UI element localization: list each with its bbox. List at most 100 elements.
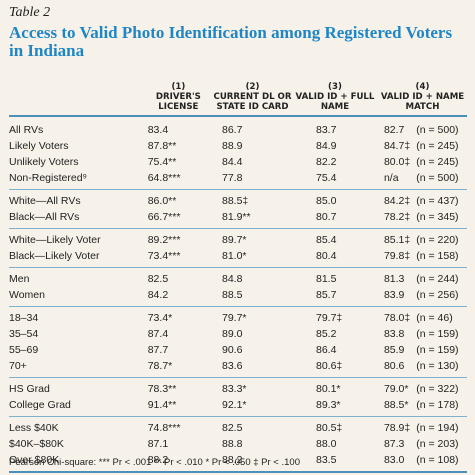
cell: 84.2 [147,289,169,301]
cell: 83.4 [147,124,169,136]
data-table: (1) DRIVER'S LICENSE (2) CURRENT DL OR STATE… [9,82,467,473]
header-line: VALID ID + FULL NAME [295,92,375,112]
table-row: 55–69 87.7 90.6 86.4 85.9 (n = 159) [9,342,467,358]
cell: 92.1* [222,399,247,411]
row-label: Black—Likely Voter [9,250,100,262]
cell: 88.2 [143,452,213,473]
cell: 83.7 [316,124,337,136]
cell: 85.0 [292,189,378,209]
cell: 78.7* [147,360,173,372]
cell: 81.3 [377,267,411,287]
cell: n/a [383,172,399,184]
cell: 80.7 [316,211,337,223]
cell: 83.9 [383,289,405,301]
cell: 89.7* [213,228,292,248]
cell: 82.5 [213,416,292,436]
row-label: Less $40K [9,416,144,436]
cell: 66.7*** [147,211,181,223]
cell: (n = 203) [416,438,459,450]
cell: 88.5‡ [213,189,292,209]
cell: (n = 158) [416,250,459,262]
cell: 80.6‡ [316,360,343,372]
header-line: CURRENT DL OR [213,92,292,102]
table-row: College Grad 91.4** 92.1* 89.3* 88.5* (n = 17… [9,397,467,417]
row-label: 55–69 [9,344,39,356]
cell: 80.0‡ [383,156,411,168]
cell: 80.6 [383,360,405,372]
cell: 80.1* [292,377,378,397]
row-label: Likely Voters [9,140,69,152]
table-row: 35–54 87.4 89.0 85.2 83.8 (n = 159) [9,326,467,342]
cell: (n = 256) [416,289,459,301]
header-line: (1) [171,82,186,92]
cell: (n = 345) [416,211,459,223]
cell: 83.0 [377,452,411,473]
cell: 78.3** [143,377,213,397]
table-row: Non-Registered⁹ 64.8*** 77.8 75.4 n/a (n = 50… [9,170,467,190]
table-row: White—Likely Voter 89.2*** 89.7* 85.4 85.1‡(… [9,228,467,248]
cell: 83.8 [383,328,405,340]
row-group: All RVs 83.4 86.7 83.7 82.7 (n = 500) Likely V… [9,116,467,190]
cell: 74.8*** [143,416,213,436]
cell: 87.1 [147,438,169,450]
row-label: College Grad [9,399,71,411]
row-label: Black—All RVs [9,211,80,223]
cell: 79.0* [377,377,411,397]
cell: (n = 130) [416,360,459,372]
cell: (n = 159) [416,328,459,340]
row-label: Over $80K [9,452,144,473]
row-label: 18–34 [9,306,144,326]
cell: 79.7* [213,306,292,326]
table-row: $40K–$80K 87.1 88.8 88.0 87.3 (n = 203) [9,436,467,452]
cell: (n = 108) [410,452,467,473]
cell: 89.2*** [143,228,213,248]
cell: 78.2‡ [383,211,411,223]
cell: 87.7 [147,344,169,356]
header-cell [9,82,144,117]
table-row: Less $40K 74.8*** 82.5 80.5‡ 78.9‡ (n = 194) [9,416,467,436]
table-row: White—All RVs 86.0** 88.5‡ 85.0 84.2‡ (n = 43… [9,189,467,209]
cell: 85.7 [316,289,337,301]
row-group: Less $40K 74.8*** 82.5 80.5‡ 78.9‡ (n = 194) $… [9,416,467,473]
cell: 79.7‡ [292,306,378,326]
cell: 88.9 [222,140,243,152]
row-label: White—Likely Voter [9,228,144,248]
row-label: Unlikely Voters [9,156,79,168]
cell: 73.4*** [147,250,181,262]
cell: (n = 245) [416,140,459,152]
cell: 88.0 [316,438,337,450]
header-line: (3) [328,82,342,92]
cell: 83.6 [222,360,243,372]
table-title: Access to Valid Photo Identification amo… [9,23,453,60]
cell: (n = 220) [410,228,467,248]
table-row: Black—All RVs 66.7*** 81.9** 80.7 78.2‡ (n = … [9,209,467,229]
table-row: Black—Likely Voter 73.4*** 81.0* 80.4 79.8‡ (… [9,248,467,268]
cell: 84.9 [316,140,337,152]
table-row: All RVs 83.4 86.7 83.7 82.7 (n = 500) [9,116,467,138]
row-group: HS Grad 78.3** 83.3* 80.1* 79.0* (n = 322) Col… [9,377,467,417]
cell: 87.8** [147,140,177,152]
table-row: Men 82.5 84.8 81.5 81.3 (n = 244) [9,267,467,287]
cell: 84.7‡ [383,140,411,152]
cell: 87.3 [383,438,405,450]
cell: 75.4 [316,172,337,184]
cell: 79.8‡ [383,250,411,262]
header-line: STATE ID CARD [216,102,289,112]
table-row: Over $80K 88.2 88.2 83.5 83.0 (n = 108) [9,452,467,473]
cell: 81.0* [222,250,247,262]
row-label: 70+ [9,360,27,372]
cell: (n = 194) [410,416,467,436]
row-group: White—Likely Voter 89.2*** 89.7* 85.4 85.1‡(… [9,228,467,268]
cell: 88.2 [213,452,292,473]
row-label: White—All RVs [9,189,144,209]
header-line: VALID ID + NAME MATCH [380,92,465,112]
cell: 85.9 [383,344,405,356]
cell: 89.0 [222,328,243,340]
cell: (n = 46) [410,306,467,326]
cell: 77.8 [222,172,243,184]
cell: 86.7 [222,124,243,136]
cell: 78.9‡ [377,416,411,436]
cell: 80.4 [316,250,337,262]
header-cell: (4) VALID ID + NAME MATCH [377,82,467,117]
